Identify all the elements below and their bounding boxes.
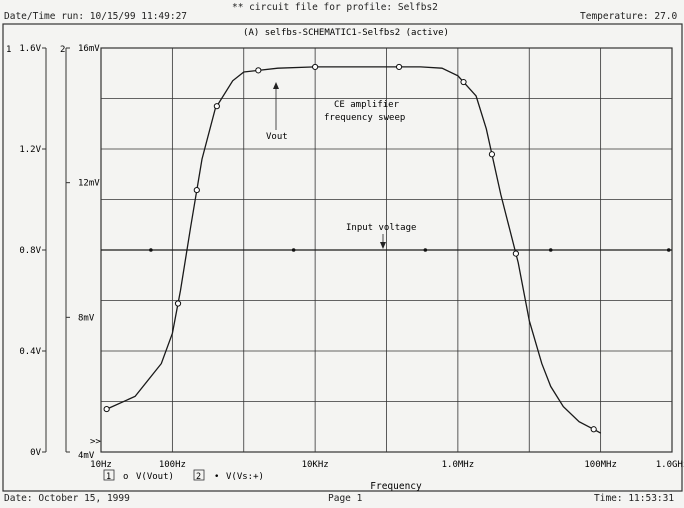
- legend-vout-symbol: o: [123, 472, 128, 482]
- axis1-tick-label: 0V: [30, 448, 41, 458]
- axis1-tick-label: 0.8V: [19, 246, 41, 256]
- vout-marker: [255, 67, 262, 74]
- footer-date: Date: October 15, 1999: [4, 493, 130, 504]
- x-tick-label: 100Hz: [159, 460, 186, 470]
- vs-marker: [423, 248, 428, 252]
- legend-vs-symbol: •: [214, 472, 219, 482]
- x-axis-label: Frequency: [370, 481, 422, 492]
- axis2-tick-label: 8mV: [78, 313, 95, 323]
- x-tick-label: 1.0MHz: [442, 460, 475, 470]
- annotation-frequency-sweep: frequency sweep: [324, 113, 405, 123]
- axis2-tick-label: 4mV: [78, 451, 95, 461]
- vs-marker: [149, 248, 153, 252]
- vout-marker: [512, 250, 519, 257]
- axis1-tick-label: 1.6V: [19, 44, 41, 54]
- vout-marker: [590, 426, 597, 433]
- vs-marker: [548, 248, 553, 252]
- x-axis-ticks: 10Hz 100Hz 10KHz 1.0MHz 100MHz 1.0GHz: [90, 460, 684, 470]
- legend-axis2-marker: 2: [196, 472, 201, 482]
- legend-vout-label: V(Vout): [136, 472, 174, 482]
- temperature-label: Temperature: 27.0: [580, 11, 678, 22]
- axis1-tick-label: 1.2V: [19, 145, 41, 155]
- series-vout-markers: [103, 63, 597, 433]
- vout-marker: [312, 63, 319, 71]
- axis2-tick-label: 12mV: [78, 179, 100, 189]
- series-vs-markers: [149, 248, 671, 252]
- outer-frame: [2, 23, 683, 492]
- series-vout-line: [106, 66, 601, 434]
- footer-page: Page 1: [328, 493, 363, 504]
- axis1-tick-label: 0.4V: [19, 347, 41, 357]
- x-tick-label: 1.0GHz: [656, 460, 684, 470]
- legend-axis1-box: [103, 469, 115, 481]
- vout-marker: [174, 300, 182, 307]
- annotation-input-voltage: Input voltage: [346, 223, 416, 233]
- x-tick-label: 10Hz: [90, 460, 112, 470]
- vout-marker: [103, 405, 110, 413]
- x-tick-label: 10KHz: [302, 460, 329, 470]
- annotation-ce-amplifier: CE amplifier: [334, 100, 400, 110]
- vs-marker: [291, 248, 296, 252]
- x-tick-label: 100MHz: [584, 460, 617, 470]
- plot-title: (A) selfbs-SCHEMATIC1-Selfbs2 (active): [243, 28, 449, 38]
- legend-vs-label: V(Vs:+): [226, 472, 264, 482]
- vout-marker: [193, 186, 200, 194]
- axis2-tick-label: 16mV: [78, 44, 100, 54]
- legend-axis1-marker: 1: [106, 472, 111, 482]
- run-datetime-label: Date/Time run: 10/15/99 11:49:27: [4, 11, 188, 22]
- vout-marker: [488, 151, 496, 158]
- annotation-vout-arrowhead: [273, 82, 279, 89]
- axis1-marker: 1: [6, 45, 11, 55]
- annotation-vout: Vout: [266, 132, 288, 142]
- axis1-ticks: 0V 0.4V 0.8V 1.2V 1.6V: [19, 44, 46, 458]
- vout-marker: [213, 103, 220, 110]
- vs-marker: [666, 248, 671, 252]
- axis2-marker: 2: [60, 45, 65, 55]
- circuit-file-label: ** circuit file for profile: Selfbs2: [232, 2, 438, 13]
- vout-marker: [460, 78, 467, 86]
- axis2-scale-marker: >>: [90, 437, 101, 447]
- footer-time: Time: 11:53:31: [594, 493, 675, 504]
- annotation-input-arrowhead: [380, 242, 386, 249]
- legend-axis2-box: [193, 469, 205, 481]
- vout-marker: [395, 63, 403, 71]
- axis2-ticks: 4mV 8mV 12mV 16mV: [66, 44, 100, 461]
